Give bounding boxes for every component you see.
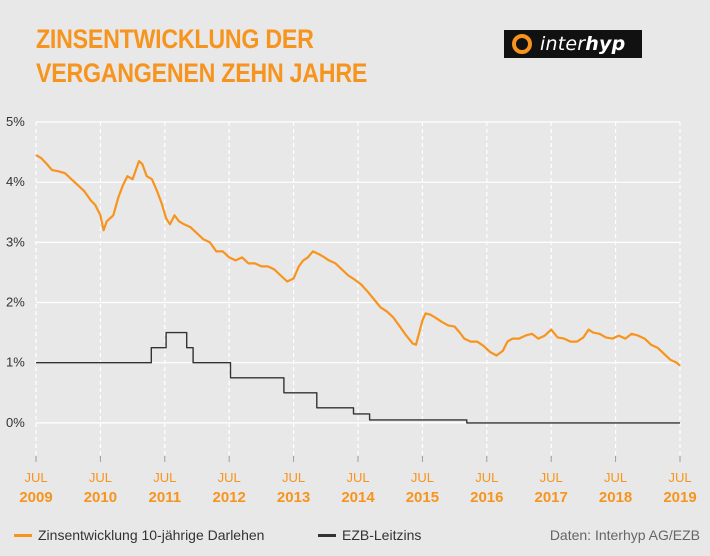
y-tick-label: 0% — [6, 415, 25, 430]
title-line-1: ZINSENTWICKLUNG DER — [36, 24, 314, 54]
logo-text: interhyp — [540, 33, 626, 55]
x-tick-label-year: 2018 — [599, 489, 632, 506]
x-tick-label-year: 2019 — [663, 489, 696, 506]
y-tick-label: 3% — [6, 234, 25, 249]
interhyp-logo: interhyp — [504, 30, 642, 58]
y-tick-label: 1% — [6, 355, 25, 370]
x-tick-label-year: 2017 — [535, 489, 568, 506]
x-tick-label-month: JUL — [411, 470, 434, 485]
y-tick-label: 5% — [6, 114, 25, 129]
x-tick-label-month: JUL — [668, 470, 691, 485]
x-tick-label-year: 2010 — [84, 489, 117, 506]
x-tick-label-month: JUL — [153, 470, 176, 485]
x-tick-label-month: JUL — [24, 470, 47, 485]
legend-swatch-darlehen — [14, 533, 32, 537]
legend-swatch-ezb — [318, 533, 336, 537]
series-line-darlehen — [35, 154, 681, 367]
x-tick-label-year: 2016 — [470, 489, 503, 506]
x-tick-label-month: JUL — [475, 470, 498, 485]
x-tick-label-year: 2013 — [277, 489, 310, 506]
y-tick-label: 2% — [6, 295, 25, 310]
x-tick-label-year: 2012 — [213, 489, 246, 506]
x-tick-label-month: JUL — [89, 470, 112, 485]
x-tick-label-year: 2014 — [341, 489, 375, 506]
y-tick-label: 4% — [6, 174, 25, 189]
x-tick-label-month: JUL — [346, 470, 369, 485]
x-tick-label-month: JUL — [282, 470, 305, 485]
x-tick-label-month: JUL — [218, 470, 241, 485]
title-line-2: VERGANGENEN ZEHN JAHRE — [36, 58, 368, 88]
x-tick-label-year: 2011 — [149, 489, 182, 506]
logo-ring-icon — [512, 34, 532, 54]
x-tick-label-year: 2015 — [406, 489, 439, 506]
x-tick-label-year: 2009 — [19, 489, 52, 506]
series-line-ezb — [36, 331, 680, 424]
source-note: Daten: Interhyp AG/EZB — [549, 527, 700, 543]
x-tick-label-month: JUL — [604, 470, 627, 485]
chart-title: ZINSENTWICKLUNG DER VERGANGENEN ZEHN JAH… — [36, 22, 397, 90]
x-tick-label-month: JUL — [540, 470, 563, 485]
legend-label-darlehen: Zinsentwicklung 10-jährige Darlehen — [38, 527, 265, 543]
legend-label-ezb: EZB-Leitzins — [342, 527, 422, 543]
legend: Zinsentwicklung 10-jährige Darlehen EZB-… — [0, 521, 710, 551]
legend-item-darlehen: Zinsentwicklung 10-jährige Darlehen — [14, 527, 264, 543]
legend-item-ezb: EZB-Leitzins — [318, 527, 421, 543]
